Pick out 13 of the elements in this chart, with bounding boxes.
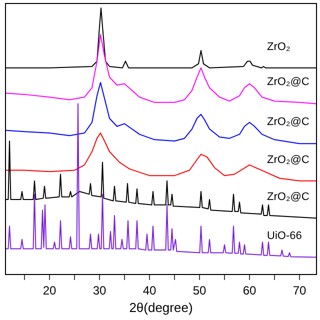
x-axis-title: 2θ(degree) — [129, 300, 193, 316]
series-label: ZrO₂ — [267, 41, 290, 53]
x-tick-label: 40 — [142, 284, 156, 298]
x-tick-label: 20 — [42, 284, 56, 298]
x-tick-label: 70 — [292, 284, 306, 298]
x-tick-label: 30 — [92, 284, 106, 298]
series-label: ZrO₂@C — [267, 116, 310, 128]
series-label: UiO-66 — [267, 230, 302, 242]
x-tick-label: 60 — [242, 284, 256, 298]
series-label: ZrO₂@C — [267, 76, 310, 88]
series-label: ZrO₂@C — [267, 154, 310, 166]
x-tick-label: 50 — [192, 284, 206, 298]
series-label: ZrO₂@C — [267, 191, 310, 203]
